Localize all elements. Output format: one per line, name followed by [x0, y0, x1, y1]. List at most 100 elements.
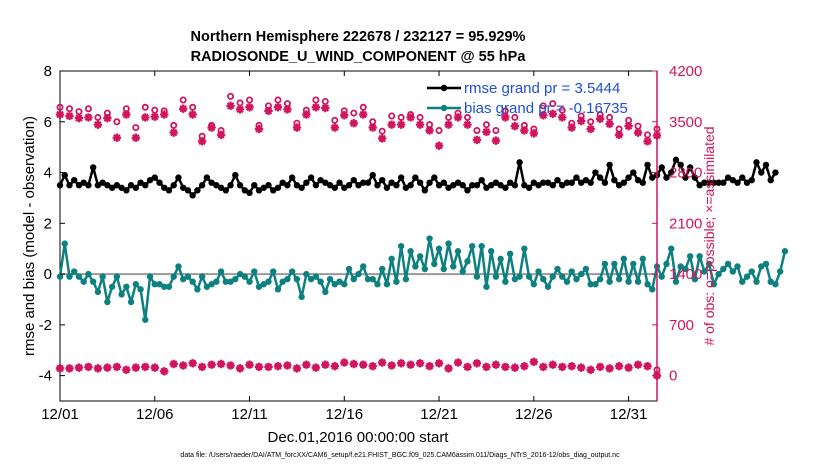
obs-low-assimilated-marker	[74, 363, 84, 372]
rmse-marker	[577, 179, 585, 186]
rmse-marker	[402, 184, 410, 191]
bias-marker	[521, 245, 528, 252]
obs-low-assimilated-marker	[415, 359, 425, 368]
bias-marker	[530, 281, 538, 288]
obs-low-assimilated-marker	[311, 363, 321, 372]
obs-low-assimilated-marker	[103, 363, 112, 372]
bias-marker	[701, 268, 708, 275]
rmse-marker	[758, 169, 765, 176]
rmse-marker	[189, 192, 196, 199]
rmse-marker	[686, 164, 694, 171]
chart-title-line2: RADIOSONDE_U_WIND_COMPONENT @ 55 hPa	[191, 49, 527, 65]
obs-assimilated-marker	[453, 113, 463, 122]
obs-assimilated-marker	[150, 112, 159, 121]
obs-low-assimilated-marker	[226, 361, 235, 370]
rmse-marker	[601, 179, 609, 186]
rmse-marker	[255, 187, 263, 194]
rmse-marker	[355, 182, 362, 189]
bias-marker	[402, 275, 410, 283]
bias-marker	[658, 273, 665, 280]
bias-marker	[611, 260, 618, 268]
obs-assimilated-marker	[586, 124, 595, 134]
bias-marker	[459, 268, 466, 275]
rmse-marker	[156, 179, 163, 186]
rmse-marker	[644, 161, 651, 169]
rmse-marker	[762, 161, 770, 169]
footer-file-path: data file: /Users/raeder/DAI/ATM_forcXX/…	[180, 452, 620, 459]
bias-marker	[397, 242, 405, 250]
bias-marker	[554, 265, 561, 273]
bias-marker	[80, 278, 87, 285]
bias-marker	[137, 286, 144, 293]
bias-marker	[222, 278, 230, 285]
obs-low-assimilated-marker	[463, 362, 472, 372]
bias-marker	[540, 275, 547, 283]
obs-possible-marker	[189, 103, 197, 111]
bias-marker	[274, 286, 282, 293]
x-tick-label: 12/11	[231, 406, 267, 423]
bias-marker	[435, 245, 443, 252]
bias-marker	[374, 281, 381, 288]
rmse-marker	[217, 184, 225, 191]
obs-assimilated-marker	[197, 137, 207, 146]
rmse-marker	[450, 182, 457, 189]
rmse-marker	[175, 174, 182, 181]
obs-assimilated-marker	[245, 103, 254, 112]
obs-possible-marker	[227, 92, 235, 100]
obs-low-assimilated-marker	[254, 362, 264, 372]
rmse-marker	[521, 182, 528, 189]
obs-low-assimilated-marker	[321, 360, 330, 369]
bias-marker	[175, 263, 182, 270]
rmse-marker	[492, 179, 500, 186]
bias-series	[56, 235, 789, 323]
rmse-marker	[421, 187, 429, 194]
obs-assimilated-marker	[112, 133, 122, 142]
obs-assimilated-marker	[434, 141, 444, 150]
obs-assimilated-marker	[501, 113, 510, 122]
obs-assimilated-marker	[226, 101, 235, 111]
obs-low-assimilated-marker	[131, 363, 141, 372]
obs-possible-marker	[445, 113, 453, 121]
bias-marker	[582, 265, 590, 273]
obs-possible-marker	[94, 113, 102, 121]
y2-tick-label: 700	[669, 317, 694, 334]
rmse-marker	[85, 182, 92, 189]
bias-marker	[478, 242, 485, 250]
y2-tick-label: 3500	[669, 114, 702, 131]
y2-tick-label: 4200	[669, 63, 702, 80]
plot-area	[59, 70, 658, 402]
bias-marker	[601, 260, 609, 268]
obs-assimilated-marker	[415, 120, 425, 129]
bias-marker	[260, 281, 267, 288]
obs-possible-marker	[113, 118, 121, 126]
bias-marker	[644, 281, 651, 288]
rmse-marker	[540, 179, 547, 186]
rmse-marker	[630, 169, 637, 176]
obs-low-assimilated-marker	[558, 362, 567, 372]
bias-marker	[364, 275, 372, 283]
rmse-marker	[715, 179, 722, 186]
rmse-marker	[288, 174, 296, 181]
bias-marker	[606, 278, 613, 285]
rmse-marker	[502, 184, 509, 191]
rmse-marker	[525, 184, 533, 191]
rmse-marker	[213, 182, 220, 189]
obs-low-assimilated-marker	[169, 359, 178, 369]
rmse-marker	[682, 174, 689, 181]
x-tick-label: 12/16	[326, 406, 364, 423]
obs-assimilated-marker	[510, 121, 520, 131]
obs-low-assimilated-marker	[65, 364, 74, 373]
obs-possible-marker	[359, 103, 367, 111]
bias-marker	[450, 263, 457, 270]
bias-marker	[94, 288, 102, 296]
obs-low-assimilated-marker	[93, 364, 103, 373]
bias-marker	[682, 265, 689, 273]
rmse-marker	[312, 182, 320, 189]
obs-assimilated-marker	[539, 111, 548, 120]
bias-marker	[445, 240, 452, 247]
obs-assimilated-marker	[160, 110, 169, 119]
obs-low-assimilated-marker	[396, 359, 406, 368]
rmse-marker	[563, 179, 571, 186]
y-tick-label: 0	[44, 266, 52, 283]
rmse-marker	[701, 179, 708, 186]
